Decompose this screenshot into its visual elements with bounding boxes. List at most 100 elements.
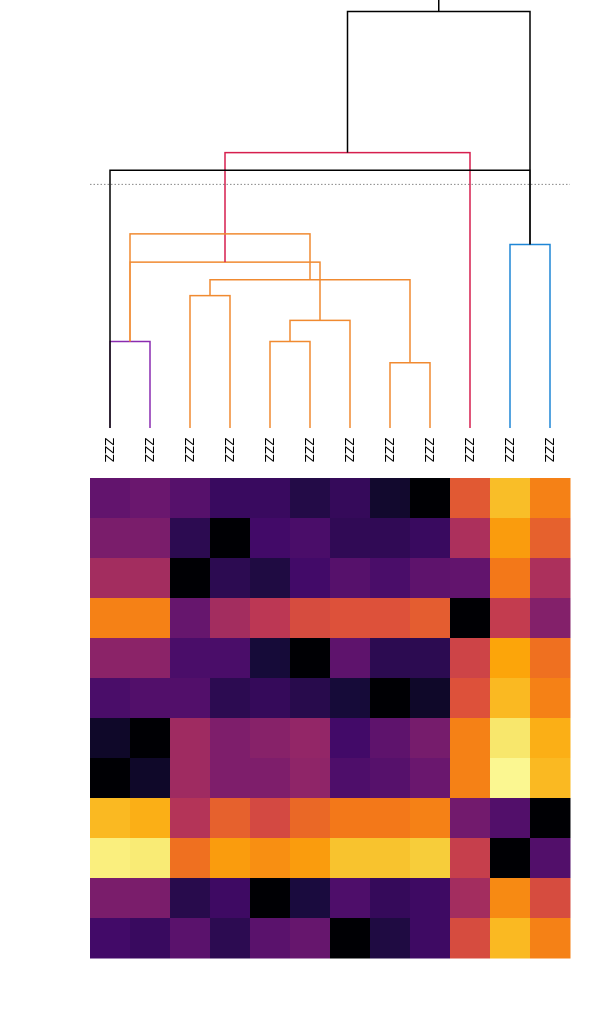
heatmap-cell bbox=[330, 918, 371, 959]
heatmap-cell bbox=[210, 838, 251, 879]
heatmap-cell bbox=[370, 758, 411, 799]
heatmap-cell bbox=[410, 918, 451, 959]
leaf-label: ZZZ bbox=[182, 438, 196, 463]
heatmap-cell bbox=[330, 718, 371, 759]
heatmap-cell bbox=[450, 478, 491, 519]
heatmap-cell bbox=[250, 678, 291, 719]
heatmap-cell bbox=[290, 918, 331, 959]
leaf-label: ZZZ bbox=[462, 438, 476, 463]
heatmap-cell bbox=[130, 878, 171, 919]
heatmap-cell bbox=[170, 798, 211, 839]
heatmap-cell bbox=[530, 518, 571, 559]
heatmap-cell bbox=[410, 478, 451, 519]
heatmap-cell bbox=[450, 878, 491, 919]
heatmap-cell bbox=[170, 478, 211, 519]
heatmap-cell bbox=[170, 598, 211, 639]
heatmap-cell bbox=[290, 798, 331, 839]
heatmap-cell bbox=[530, 678, 571, 719]
leaf-label: ZZZ bbox=[542, 438, 556, 463]
heatmap-cell bbox=[250, 798, 291, 839]
heatmap-cell bbox=[90, 878, 131, 919]
heatmap-cell bbox=[530, 478, 571, 519]
heatmap-cell bbox=[490, 718, 531, 759]
heatmap-cell bbox=[530, 558, 571, 599]
heatmap-cell bbox=[490, 638, 531, 679]
dendrogram-link bbox=[346, 10, 531, 245]
heatmap-cell bbox=[250, 918, 291, 959]
heatmap-cell bbox=[410, 878, 451, 919]
heatmap-cell bbox=[410, 678, 451, 719]
heatmap-cell bbox=[210, 558, 251, 599]
heatmap-cell bbox=[90, 798, 131, 839]
heatmap-cell bbox=[130, 918, 171, 959]
heatmap-cell bbox=[530, 878, 571, 919]
heatmap-cell bbox=[130, 758, 171, 799]
heatmap-cell bbox=[370, 918, 411, 959]
heatmap-cell bbox=[170, 558, 211, 599]
heatmap-cell bbox=[130, 638, 171, 679]
dendrogram-link bbox=[129, 261, 321, 342]
heatmap-cell bbox=[130, 478, 171, 519]
heatmap-cell bbox=[90, 758, 131, 799]
heatmap-cell bbox=[330, 638, 371, 679]
heatmap-cell bbox=[490, 598, 531, 639]
heatmap-cell bbox=[250, 838, 291, 879]
heatmap-cell bbox=[170, 638, 211, 679]
heatmap-cell bbox=[490, 478, 531, 519]
heatmap-cell bbox=[290, 478, 331, 519]
leaf-label: ZZZ bbox=[262, 438, 276, 463]
heatmap-cell bbox=[210, 678, 251, 719]
heatmap-cell bbox=[410, 718, 451, 759]
heatmap-cell bbox=[130, 518, 171, 559]
heatmap-cell bbox=[330, 838, 371, 879]
leaf-labels: ZZZ ZZZ ZZZ ZZZ ZZZ ZZZ ZZZ ZZZ ZZZ ZZZ ZZZ ZZZ bbox=[102, 438, 556, 463]
dendrogram-link bbox=[224, 151, 471, 428]
heatmap-cell bbox=[290, 758, 331, 799]
dendrogram-link bbox=[189, 294, 231, 428]
heatmap-cell bbox=[490, 678, 531, 719]
leaf-label: ZZZ bbox=[422, 438, 436, 463]
heatmap-cell bbox=[530, 798, 571, 839]
heatmap-cell bbox=[410, 758, 451, 799]
heatmap-cell bbox=[410, 838, 451, 879]
heatmap-cell bbox=[130, 678, 171, 719]
heatmap-cell bbox=[450, 598, 491, 639]
heatmap-cell bbox=[450, 558, 491, 599]
heatmap-cell bbox=[130, 558, 171, 599]
leaf-label: ZZZ bbox=[342, 438, 356, 463]
heatmap-cell bbox=[370, 598, 411, 639]
heatmap-cell bbox=[370, 678, 411, 719]
heatmap-cell bbox=[290, 638, 331, 679]
heatmap-cell bbox=[490, 758, 531, 799]
heatmap-cell bbox=[450, 518, 491, 559]
heatmap-cell bbox=[90, 678, 131, 719]
heatmap-cell bbox=[90, 518, 131, 559]
heatmap-cell bbox=[250, 558, 291, 599]
heatmap-cell bbox=[170, 678, 211, 719]
heatmap-cell bbox=[170, 518, 211, 559]
heatmap-cell bbox=[370, 478, 411, 519]
heatmap-cell bbox=[130, 598, 171, 639]
dendrogram-link bbox=[269, 340, 311, 428]
heatmap-cell bbox=[130, 798, 171, 839]
heatmap-cell bbox=[210, 798, 251, 839]
heatmap-cell bbox=[170, 878, 211, 919]
heatmap-cell bbox=[330, 678, 371, 719]
leaf-label: ZZZ bbox=[102, 438, 116, 463]
heatmap-cell bbox=[410, 598, 451, 639]
heatmap-cell bbox=[370, 798, 411, 839]
heatmap-cell bbox=[90, 478, 131, 519]
heatmap-cell bbox=[330, 478, 371, 519]
heatmap-cell bbox=[330, 518, 371, 559]
heatmap-cell bbox=[90, 558, 131, 599]
heatmap-cell bbox=[530, 918, 571, 959]
heatmap-cell bbox=[210, 638, 251, 679]
heatmap-cell bbox=[330, 558, 371, 599]
heatmap-cell bbox=[90, 838, 131, 879]
heatmap bbox=[90, 478, 571, 959]
heatmap-cell bbox=[490, 918, 531, 959]
heatmap-cell bbox=[530, 598, 571, 639]
heatmap-cell bbox=[290, 518, 331, 559]
heatmap-cell bbox=[250, 478, 291, 519]
